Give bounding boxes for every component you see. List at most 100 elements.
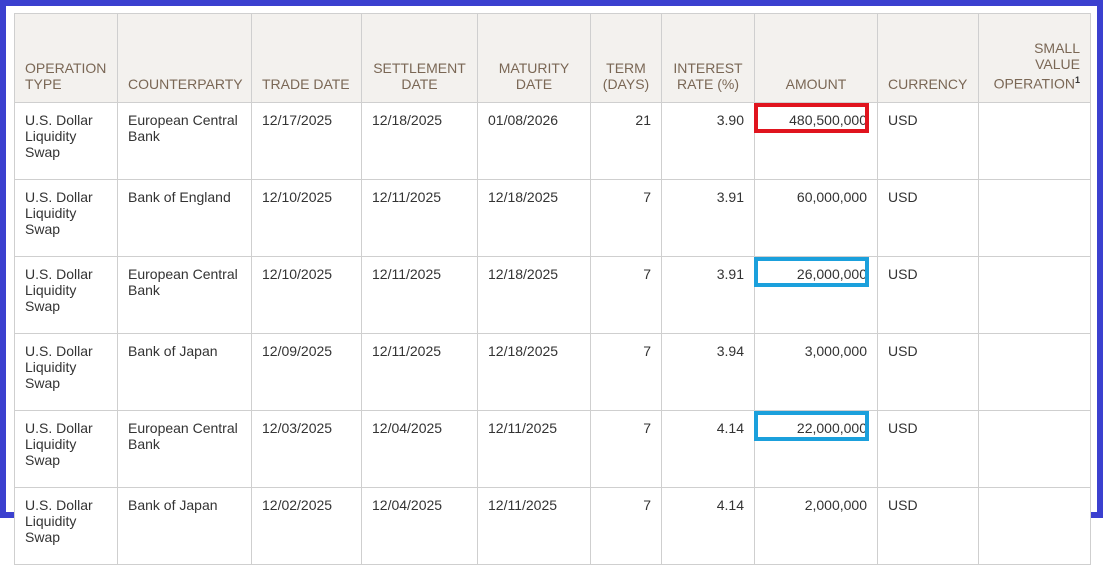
operations-table: OPERATION TYPE COUNTERPARTY TRADE DATE SETT… [14,13,1091,565]
highlight-box [754,411,869,441]
header-text: TRADE DATE [262,76,350,92]
cell-text: 12/18/2025 [488,189,559,205]
table-cell: 480,500,000 [754,102,878,180]
header-text: INTEREST RATE (%) [673,60,743,92]
table-cell: 4.14 [661,410,755,488]
table-cell: 12/18/2025 [477,179,591,257]
table-cell: 12/04/2025 [361,410,478,488]
table-cell: USD [877,333,979,411]
header-text: COUNTERPARTY [128,76,243,92]
column-header: AMOUNT [754,13,878,103]
cell-text: European Central Bank [128,266,238,298]
cell-text: U.S. Dollar Liquidity Swap [25,189,93,237]
table-cell: 3.91 [661,179,755,257]
table-cell: 60,000,000 [754,179,878,257]
highlight-box [754,103,869,133]
table-cell: 12/18/2025 [477,333,591,411]
table-cell [978,102,1091,180]
cell-text: 3,000,000 [804,343,867,359]
cell-text: 7 [643,420,651,436]
cell-text: 12/17/2025 [262,112,333,128]
table-cell: 12/18/2025 [361,102,478,180]
column-header: INTEREST RATE (%) [661,13,755,103]
header-text: TERM (DAYS) [602,60,650,92]
table-cell: USD [877,102,979,180]
header-text: MATURITY DATE [498,60,570,92]
cell-text: 4.14 [716,497,744,513]
cell-text: 7 [643,189,651,205]
table-body: U.S. Dollar Liquidity Swap European Centr… [14,102,1091,565]
table-cell: 7 [590,333,662,411]
table-cell: 21 [590,102,662,180]
cell-text: 7 [643,497,651,513]
column-header: MATURITY DATE [477,13,591,103]
cell-text: 26,000,000 [796,266,867,282]
cell-text: 12/11/2025 [488,420,558,436]
cell-text: U.S. Dollar Liquidity Swap [25,420,93,468]
table-cell: 7 [590,410,662,488]
cell-text: 3.91 [716,189,744,205]
cell-text: Bank of England [128,189,231,205]
cell-text: 01/08/2026 [488,112,559,128]
table-cell: U.S. Dollar Liquidity Swap [14,102,118,180]
column-header: COUNTERPARTY [117,13,252,103]
cell-text: 3.90 [716,112,744,128]
cell-text: 12/10/2025 [262,189,333,205]
table-cell [978,179,1091,257]
table-cell: U.S. Dollar Liquidity Swap [14,333,118,411]
table-cell: European Central Bank [117,102,252,180]
table-cell: 3.90 [661,102,755,180]
cell-text: USD [888,420,918,436]
cell-text: 12/04/2025 [372,420,443,436]
cell-text: 12/11/2025 [372,343,442,359]
table-cell [978,410,1091,488]
cell-text: 7 [643,266,651,282]
header-text: AMOUNT [785,76,847,92]
cell-text: 7 [643,343,651,359]
cell-text: 12/09/2025 [262,343,333,359]
table-cell: 12/11/2025 [477,487,591,565]
cell-text: USD [888,497,918,513]
table-cell: 26,000,000 [754,256,878,334]
table-row: U.S. Dollar Liquidity Swap European Centr… [14,102,1091,180]
cell-text: 4.14 [716,420,744,436]
table-cell: USD [877,179,979,257]
table-cell: 12/09/2025 [251,333,362,411]
table-cell [978,487,1091,565]
table-cell [978,256,1091,334]
table-cell: 7 [590,487,662,565]
table-cell: U.S. Dollar Liquidity Swap [14,256,118,334]
column-header: SMALL VALUE OPERATION1 [978,13,1091,103]
column-header: TRADE DATE [251,13,362,103]
table-cell: 12/04/2025 [361,487,478,565]
column-header: TERM (DAYS) [590,13,662,103]
header-text: OPERATION TYPE [25,60,107,92]
header-row: OPERATION TYPE COUNTERPARTY TRADE DATE SETT… [14,13,1091,103]
table-cell: 3,000,000 [754,333,878,411]
table-cell: Bank of Japan [117,333,252,411]
table-cell: Bank of Japan [117,487,252,565]
table-cell: U.S. Dollar Liquidity Swap [14,410,118,488]
table-cell: 12/10/2025 [251,179,362,257]
table-cell: 12/03/2025 [251,410,362,488]
cell-text: Bank of Japan [128,497,218,513]
table-cell: 2,000,000 [754,487,878,565]
cell-text: 12/02/2025 [262,497,333,513]
table-cell: 01/08/2026 [477,102,591,180]
table-cell: 12/18/2025 [477,256,591,334]
cell-text: 12/11/2025 [372,189,442,205]
header-text: SMALL VALUE OPERATION [993,40,1080,92]
table-cell: 12/11/2025 [361,179,478,257]
cell-text: 12/03/2025 [262,420,333,436]
cell-text: 12/11/2025 [372,266,442,282]
table-cell [978,333,1091,411]
table-cell: 12/17/2025 [251,102,362,180]
header-text: CURRENCY [888,76,968,92]
cell-text: 12/18/2025 [372,112,443,128]
table-cell: 12/11/2025 [361,256,478,334]
cell-text: 21 [635,112,651,128]
table-cell: 3.94 [661,333,755,411]
table-cell: 3.91 [661,256,755,334]
cell-text: USD [888,343,918,359]
